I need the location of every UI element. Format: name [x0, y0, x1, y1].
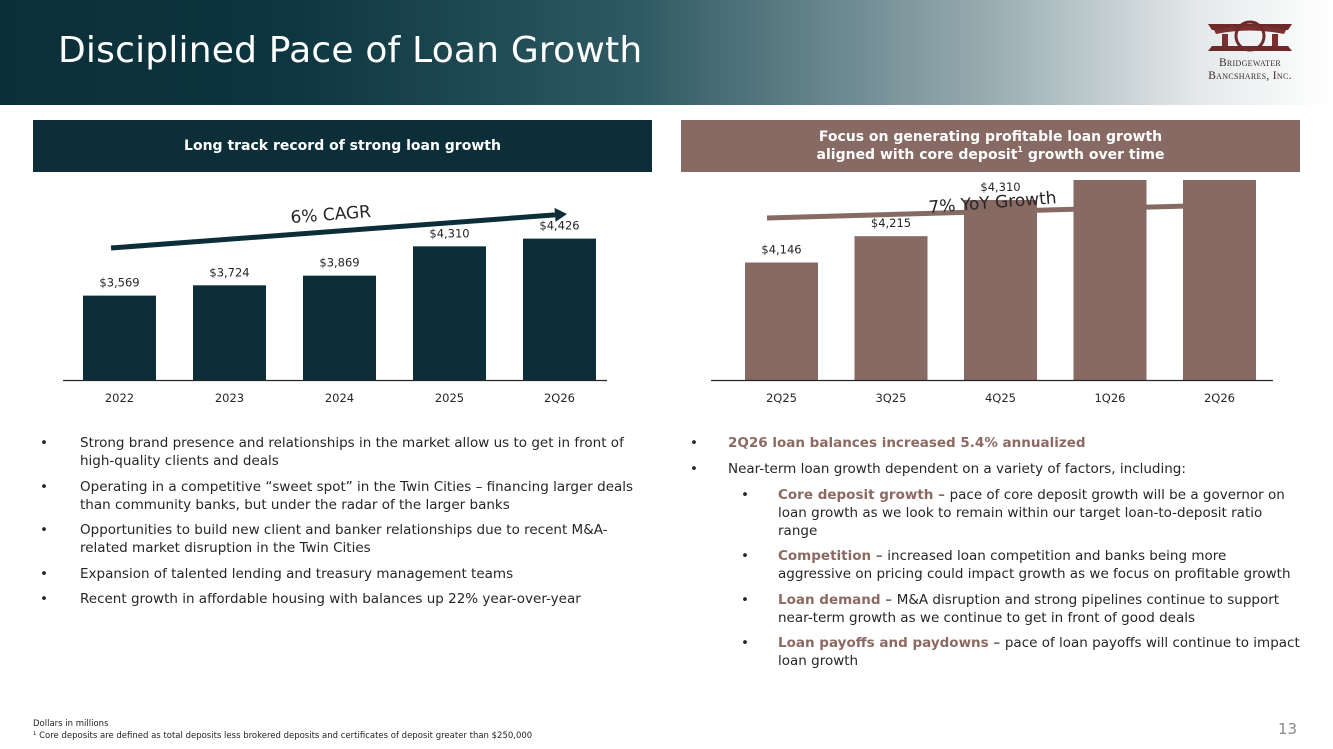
factor-loan-demand: Loan demand – M&A disruption and strong … [728, 591, 1300, 627]
factor-loan-payoffs: Loan payoffs and paydowns – pace of loan… [728, 634, 1300, 670]
factor-text: pace of loan payoffs will continue to im… [778, 635, 1300, 669]
bar-2Q26 [1183, 180, 1256, 380]
left-banner-text: Long track record of strong loan growth [184, 138, 501, 154]
right-bullet-1-text: 2Q26 loan balances increased 5.4% annual… [728, 435, 1086, 451]
right-bullet-1: 2Q26 loan balances increased 5.4% annual… [690, 434, 1300, 452]
factor-label: Loan demand – [778, 591, 897, 608]
factor-text: increased loan competition and banks bei… [778, 548, 1291, 582]
left-section-banner: Long track record of strong loan growth [33, 120, 652, 172]
left-bullet-5: Recent growth in affordable housing with… [40, 590, 652, 608]
growth-arrow-shaft [110, 212, 556, 251]
growth-arrow-shaft [766, 202, 1212, 221]
factor-sub-list: Core deposit growth – pace of core depos… [728, 486, 1300, 671]
growth-arrow-head-icon [554, 207, 567, 222]
right-banner-line-2a: aligned with core deposit [816, 147, 1018, 163]
company-logo: Bridgewater Bancshares, Inc. [1197, 18, 1303, 90]
right-bullet-2-text: Near-term loan growth dependent on a var… [728, 460, 1186, 477]
category-label: 2022 [105, 391, 134, 405]
category-label: 2023 [215, 391, 244, 405]
footnote-core-deposits: ¹ Core deposits are defined as total dep… [33, 731, 533, 741]
logo-emblem-icon [1208, 20, 1292, 52]
bar-2Q26 [523, 238, 596, 380]
bar-2023 [193, 285, 266, 380]
category-label: 3Q25 [875, 391, 906, 405]
loan-growth-annual-chart: $3,569 2022 $3,724 2023 $3,869 2024 $4,310 2025… [33, 180, 652, 420]
header-band: Disciplined Pace of Loan Growth Bridgewa… [0, 0, 1333, 105]
bar-3Q25 [854, 236, 928, 380]
factor-label: Loan payoffs and paydowns – [778, 635, 1005, 651]
factor-text: pace of core deposit growth will be a go… [778, 486, 1285, 539]
annual-bar-chart-svg: $3,569 2022 $3,724 2023 $3,869 2024 $4,310 2025… [63, 202, 607, 405]
data-label: $4,426 [539, 219, 579, 233]
category-label: 2024 [325, 391, 354, 405]
quarterly-bar-chart-svg: $4,1462Q25$4,2153Q25$4,3104Q25$4,3681Q26… [711, 180, 1273, 405]
logo-line-2: Bancshares, Inc. [1208, 70, 1292, 82]
logo-line-1: Bridgewater [1218, 57, 1282, 69]
data-label: $4,310 [429, 226, 469, 240]
category-label: 1Q26 [1094, 391, 1125, 405]
footnote-units: Dollars in millions [33, 719, 109, 729]
footnote-marker: 1 [1017, 145, 1023, 154]
category-label: 2Q26 [1204, 391, 1235, 405]
data-label: $4,310 [980, 180, 1020, 194]
bar-2Q25 [745, 262, 818, 380]
category-label: 2025 [435, 391, 464, 405]
right-section-banner: Focus on generating profitable loan grow… [681, 120, 1300, 172]
data-label: $3,569 [99, 276, 139, 290]
right-bullet-list: 2Q26 loan balances increased 5.4% annual… [690, 434, 1300, 678]
logo-wordmark: Bridgewater Bancshares, Inc. [1197, 57, 1303, 83]
factor-text: M&A disruption and strong pipelines cont… [778, 591, 1280, 626]
data-label: $3,724 [209, 265, 249, 279]
bar-2024 [303, 275, 376, 380]
category-label: 2Q25 [766, 391, 797, 405]
right-banner-line-2: aligned with core deposit1 growth over t… [817, 146, 1165, 164]
bar-1Q26 [1073, 180, 1147, 380]
right-bullet-2: Near-term loan growth dependent on a var… [690, 460, 1300, 671]
footnotes: Dollars in millions ¹ Core deposits are … [33, 718, 532, 742]
right-banner-line-1: Focus on generating profitable loan grow… [818, 129, 1163, 145]
page-title: Disciplined Pace of Loan Growth [58, 30, 643, 71]
factor-label: Competition – [778, 548, 888, 564]
data-label: $3,869 [319, 256, 359, 270]
left-bullet-4: Expansion of talented lending and treasu… [40, 565, 652, 583]
left-bullet-list: Strong brand presence and relationships … [40, 434, 652, 616]
category-label: 2Q26 [544, 391, 575, 405]
data-label: $4,215 [871, 216, 911, 230]
category-label: 4Q25 [985, 391, 1016, 405]
factor-core-deposit-growth: Core deposit growth – pace of core depos… [728, 486, 1300, 540]
bar-4Q25 [964, 199, 1037, 380]
data-label: $4,146 [761, 242, 801, 256]
growth-arrow-head-icon [1210, 198, 1223, 213]
factor-label: Core deposit growth – [778, 486, 950, 503]
bar-2022 [83, 295, 156, 380]
growth-annotation: 6% CAGR [290, 202, 372, 228]
left-bullet-3: Opportunities to build new client and ba… [40, 521, 652, 557]
left-bullet-2: Operating in a competitive “sweet spot” … [40, 478, 652, 514]
bar-2025 [413, 246, 486, 380]
factor-competition: Competition – increased loan competition… [728, 547, 1300, 583]
page-number: 13 [1278, 720, 1298, 738]
right-banner-line-2b: growth over time [1022, 147, 1165, 163]
left-bullet-1: Strong brand presence and relationships … [40, 434, 652, 470]
loan-growth-quarterly-chart: $4,1462Q25$4,2153Q25$4,3104Q25$4,3681Q26… [681, 180, 1300, 420]
